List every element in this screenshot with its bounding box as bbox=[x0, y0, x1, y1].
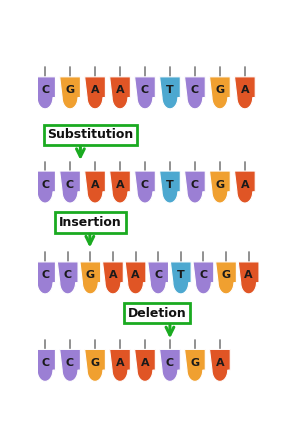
Polygon shape bbox=[135, 171, 155, 203]
Text: G: G bbox=[65, 85, 74, 95]
Polygon shape bbox=[135, 350, 155, 382]
Polygon shape bbox=[135, 77, 155, 109]
Polygon shape bbox=[110, 350, 130, 382]
Polygon shape bbox=[148, 262, 168, 294]
Polygon shape bbox=[102, 262, 123, 294]
Text: Insertion: Insertion bbox=[59, 216, 122, 229]
Polygon shape bbox=[125, 262, 146, 294]
Text: A: A bbox=[240, 85, 249, 95]
Text: C: C bbox=[141, 85, 149, 95]
Text: A: A bbox=[141, 358, 149, 368]
Polygon shape bbox=[160, 171, 180, 203]
Polygon shape bbox=[80, 262, 101, 294]
Polygon shape bbox=[171, 262, 191, 294]
Text: A: A bbox=[240, 180, 249, 190]
Polygon shape bbox=[60, 77, 80, 109]
Text: A: A bbox=[91, 180, 99, 190]
Text: G: G bbox=[215, 85, 224, 95]
Text: C: C bbox=[66, 180, 74, 190]
Text: G: G bbox=[86, 271, 95, 281]
Text: A: A bbox=[109, 271, 117, 281]
Polygon shape bbox=[209, 77, 230, 109]
Text: A: A bbox=[116, 358, 124, 368]
Polygon shape bbox=[85, 77, 105, 109]
Polygon shape bbox=[234, 171, 255, 203]
Polygon shape bbox=[216, 262, 237, 294]
Polygon shape bbox=[110, 171, 130, 203]
Text: A: A bbox=[116, 180, 124, 190]
Polygon shape bbox=[60, 171, 80, 203]
Text: G: G bbox=[215, 180, 224, 190]
Text: C: C bbox=[41, 358, 49, 368]
Polygon shape bbox=[35, 77, 55, 109]
Text: C: C bbox=[41, 85, 49, 95]
Text: C: C bbox=[41, 271, 49, 281]
Polygon shape bbox=[185, 77, 205, 109]
Polygon shape bbox=[193, 262, 214, 294]
Text: G: G bbox=[190, 358, 199, 368]
Polygon shape bbox=[57, 262, 78, 294]
Text: C: C bbox=[191, 85, 199, 95]
Text: C: C bbox=[154, 271, 162, 281]
Polygon shape bbox=[60, 350, 80, 382]
Polygon shape bbox=[234, 77, 255, 109]
Text: A: A bbox=[131, 271, 140, 281]
Polygon shape bbox=[209, 350, 230, 382]
Text: A: A bbox=[116, 85, 124, 95]
Polygon shape bbox=[160, 350, 180, 382]
Text: C: C bbox=[166, 358, 174, 368]
Text: Deletion: Deletion bbox=[128, 307, 186, 320]
Text: C: C bbox=[141, 180, 149, 190]
Text: C: C bbox=[191, 180, 199, 190]
Polygon shape bbox=[160, 77, 180, 109]
Text: Substitution: Substitution bbox=[47, 128, 134, 142]
Text: C: C bbox=[41, 180, 49, 190]
Text: C: C bbox=[64, 271, 72, 281]
Text: T: T bbox=[166, 85, 174, 95]
Polygon shape bbox=[185, 171, 205, 203]
Text: C: C bbox=[199, 271, 207, 281]
Polygon shape bbox=[185, 350, 205, 382]
Polygon shape bbox=[35, 171, 55, 203]
Polygon shape bbox=[238, 262, 259, 294]
Text: A: A bbox=[91, 85, 99, 95]
Polygon shape bbox=[35, 262, 55, 294]
Text: T: T bbox=[166, 180, 174, 190]
Text: A: A bbox=[244, 271, 253, 281]
Polygon shape bbox=[35, 350, 55, 382]
Text: A: A bbox=[216, 358, 224, 368]
Polygon shape bbox=[85, 171, 105, 203]
Polygon shape bbox=[85, 350, 105, 382]
Text: G: G bbox=[91, 358, 100, 368]
Polygon shape bbox=[110, 77, 130, 109]
Text: G: G bbox=[221, 271, 230, 281]
Text: T: T bbox=[177, 271, 185, 281]
Polygon shape bbox=[209, 171, 230, 203]
Text: C: C bbox=[66, 358, 74, 368]
